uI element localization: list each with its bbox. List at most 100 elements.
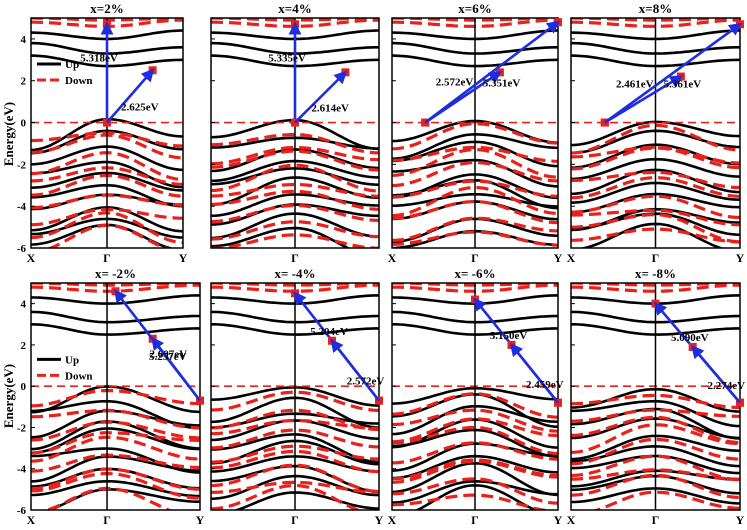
ytick-label: 4 xyxy=(21,299,27,311)
gap-annotation: 5.361eV xyxy=(664,78,702,90)
band-down xyxy=(392,477,558,505)
band-down xyxy=(571,423,740,454)
panel-2: Γx=4% 5.335eV 2.614eV xyxy=(210,1,380,265)
gap-annotation: 2.572eV xyxy=(436,76,474,88)
band-down xyxy=(392,160,558,188)
band-down xyxy=(31,453,200,473)
band-down xyxy=(392,441,558,465)
band-up xyxy=(31,455,200,483)
band-down xyxy=(31,471,200,500)
xtick-label: Γ xyxy=(652,513,660,527)
xtick-label: Γ xyxy=(291,513,299,527)
legend-down-label: Down xyxy=(65,75,93,87)
band-down xyxy=(571,123,740,155)
xtick-label: Y xyxy=(196,513,205,527)
transition-arrow xyxy=(113,289,202,402)
band-down xyxy=(571,146,740,171)
band-down xyxy=(392,425,558,456)
gap-annotation: 5.351eV xyxy=(483,77,521,89)
xtick-label: Y xyxy=(736,251,745,265)
panel-1: -6 -4 -2 0 2 4 X Γ Yx=2% 5.318eV 2.625eV Up Down xyxy=(17,1,188,265)
panel-title: x= -6% xyxy=(455,266,496,281)
xtick-label: X xyxy=(27,251,36,265)
gap-annotation: 5.204eV xyxy=(310,326,348,338)
band-down xyxy=(211,203,379,224)
band-down xyxy=(571,176,740,200)
transition-arrow xyxy=(690,344,741,404)
gap-annotation: 5.335eV xyxy=(268,52,306,64)
xtick-label: Y xyxy=(375,513,384,527)
panel-frame xyxy=(30,282,201,511)
panel-title: x=8% xyxy=(639,1,672,16)
band-down xyxy=(571,170,740,190)
band-down xyxy=(571,194,740,220)
gap-annotation: 2.274eV xyxy=(708,380,746,392)
band-down xyxy=(211,133,379,155)
transition-arrow xyxy=(106,68,155,124)
band-down xyxy=(392,185,558,218)
band-down xyxy=(571,408,740,423)
panel-title: x= -8% xyxy=(635,266,676,281)
band-down xyxy=(211,283,379,293)
xtick-label: X xyxy=(388,251,397,265)
band-down xyxy=(211,163,379,193)
band-up xyxy=(31,409,200,439)
xtick-label: Y xyxy=(554,513,563,527)
transition-arrow xyxy=(294,70,348,124)
band-down xyxy=(211,233,379,248)
band-down xyxy=(211,418,379,436)
panel-title: x=4% xyxy=(278,1,311,16)
gap-annotation: 5.150eV xyxy=(490,330,528,342)
transition-arrow xyxy=(509,342,560,404)
band-down xyxy=(392,458,558,481)
gap-annotation: 2.572eV xyxy=(347,376,385,388)
panel-8: X Γ Yx= -8% 5.090eV 2.274eV xyxy=(567,266,746,527)
gap-annotation: 2.459eV xyxy=(526,379,564,391)
xtick-label: Γ xyxy=(652,251,660,265)
band-down xyxy=(571,18,740,29)
ytick-label: 2 xyxy=(21,340,27,352)
panel-3: X Γ Yx=6% 2.572eV 5.351eV xyxy=(388,1,563,265)
gap-annotation: 5.318eV xyxy=(80,52,118,64)
band-down xyxy=(211,189,379,211)
band-down xyxy=(211,483,363,510)
band-down xyxy=(571,208,740,227)
ylabel-bottom: Energy(eV) xyxy=(1,364,16,428)
ytick-label: -2 xyxy=(17,159,27,171)
band-down xyxy=(211,145,379,166)
band-up xyxy=(31,420,200,451)
panel-4: X Γ Yx=8% 2.461eV 5.361eV xyxy=(567,1,745,265)
panel-6: Γ Yx= -4% 5.204eV 2.572eV xyxy=(210,266,385,527)
band-up xyxy=(31,294,200,305)
ytick-label: 0 xyxy=(21,118,27,130)
ylabel-top: Energy(eV) xyxy=(1,102,16,166)
band-down xyxy=(571,283,740,293)
xtick-label: X xyxy=(388,513,397,527)
band-down xyxy=(211,390,379,412)
band-up xyxy=(31,310,200,324)
band-down xyxy=(211,428,379,450)
legend-up-label: Up xyxy=(65,354,79,366)
ytick-label: -4 xyxy=(17,464,27,476)
xtick-label: Y xyxy=(554,251,563,265)
band-down xyxy=(211,149,379,172)
band-down xyxy=(571,145,740,165)
band-down xyxy=(211,220,379,241)
panel-title: x=2% xyxy=(90,1,123,16)
band-down xyxy=(392,230,558,247)
band-down xyxy=(41,486,173,510)
xtick-label: Γ xyxy=(291,251,299,265)
band-down xyxy=(571,468,740,481)
xtick-label: Γ xyxy=(471,251,479,265)
band-down xyxy=(31,467,200,491)
band-down xyxy=(211,444,379,464)
ytick-label: -2 xyxy=(17,422,27,434)
band-down xyxy=(571,212,740,244)
band-down xyxy=(571,393,740,410)
band-down xyxy=(211,182,379,198)
xtick-label: Y xyxy=(736,513,745,527)
transition-arrow xyxy=(330,338,381,402)
band-down xyxy=(571,415,740,445)
